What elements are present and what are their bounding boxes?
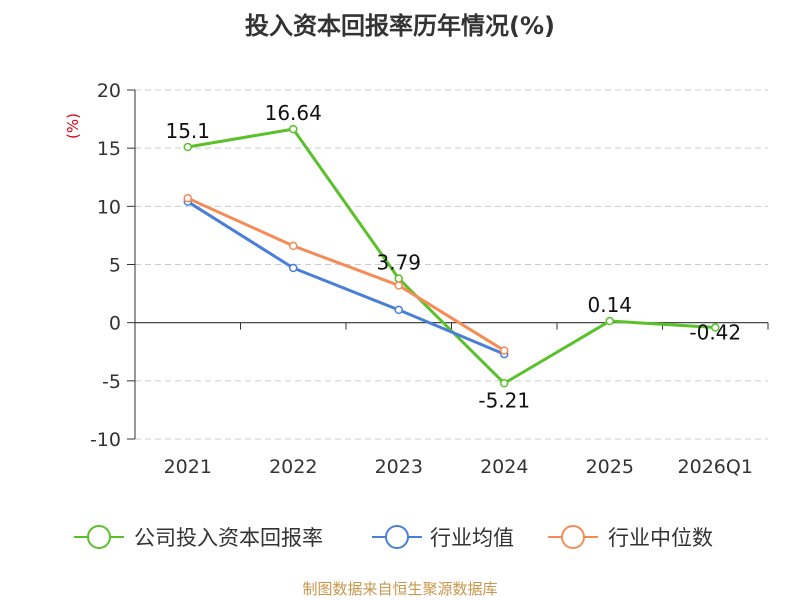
series-layer <box>184 126 719 387</box>
y-tick-label: 0 <box>109 313 121 335</box>
x-tick-label: 2022 <box>269 456 317 478</box>
data-label: -0.42 <box>689 321 741 345</box>
data-point[interactable] <box>501 347 508 354</box>
data-point[interactable] <box>290 264 297 271</box>
legend: 公司投入资本回报率 行业均值 行业中位数 <box>74 526 713 550</box>
x-tick-label: 2025 <box>586 456 634 478</box>
x-tick-label: 2026Q1 <box>678 456 753 478</box>
legend-item-2[interactable]: 行业中位数 <box>548 526 713 550</box>
line-chart: 20151050-5-102021 2022 2023 2024 2025 2026Q1 … <box>0 0 800 600</box>
data-point[interactable] <box>395 275 402 282</box>
data-label: 3.79 <box>376 251 421 275</box>
legend-label: 行业均值 <box>430 526 514 550</box>
data-label: 15.1 <box>165 119 210 143</box>
legend-item-0[interactable]: 公司投入资本回报率 <box>74 526 323 550</box>
grid-layer <box>135 90 768 439</box>
y-tick-label: 10 <box>97 196 121 218</box>
y-tick-label: 15 <box>97 138 121 160</box>
series-line-1 <box>188 202 505 354</box>
legend-marker-icon <box>88 526 110 548</box>
y-tick-label: 5 <box>109 255 121 277</box>
y-axis-label: (%) <box>64 113 82 139</box>
y-tick-label: 20 <box>97 80 121 102</box>
data-point[interactable] <box>290 126 297 133</box>
x-tick-label: 2024 <box>480 456 528 478</box>
legend-marker-icon <box>386 526 408 548</box>
data-label: -5.21 <box>478 388 530 412</box>
source-footer: 制图数据来自恒生聚源数据库 <box>0 578 800 599</box>
data-point[interactable] <box>184 195 191 202</box>
series-line-0 <box>188 129 716 383</box>
legend-label: 公司投入资本回报率 <box>134 526 323 550</box>
data-label: 0.14 <box>587 293 632 317</box>
y-tick-label: -5 <box>102 371 121 393</box>
y-tick-label: -10 <box>90 429 121 451</box>
data-point[interactable] <box>395 282 402 289</box>
legend-label: 行业中位数 <box>608 526 713 550</box>
x-tick-label: 2021 <box>164 456 212 478</box>
label-layer: 15.1 16.64 3.79 -5.21 0.14 -0.42 <box>165 101 741 412</box>
legend-marker-icon <box>562 526 584 548</box>
legend-item-1[interactable]: 行业均值 <box>372 526 514 550</box>
data-point[interactable] <box>606 318 613 325</box>
x-tick-label: 2023 <box>375 456 423 478</box>
data-point[interactable] <box>184 144 191 151</box>
data-point[interactable] <box>290 242 297 249</box>
data-point[interactable] <box>395 306 402 313</box>
data-label: 16.64 <box>265 101 322 125</box>
data-point[interactable] <box>501 380 508 387</box>
